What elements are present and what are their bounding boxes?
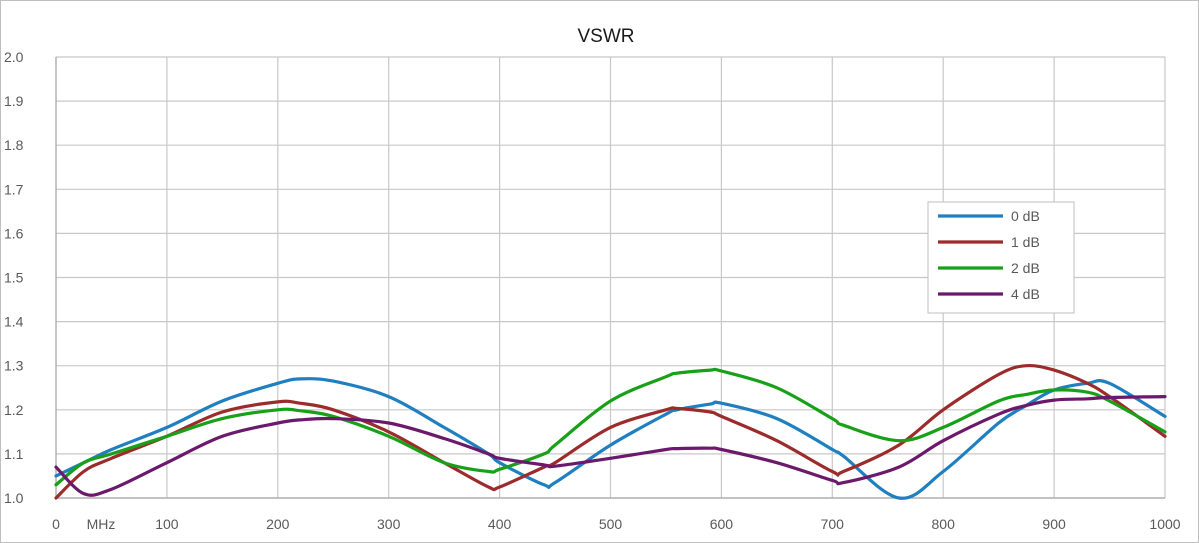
x-tick-label: 600 bbox=[710, 516, 734, 532]
legend-label-0-db: 0 dB bbox=[1011, 208, 1040, 224]
x-tick-label: 100 bbox=[155, 516, 179, 532]
legend-label-4-db: 4 dB bbox=[1011, 286, 1040, 302]
y-tick-label: 1.2 bbox=[4, 402, 24, 418]
series-line-4-db bbox=[54, 395, 1167, 497]
x-tick-label: 500 bbox=[599, 516, 623, 532]
y-tick-label: 1.6 bbox=[4, 225, 24, 241]
x-tick-label: 200 bbox=[266, 516, 290, 532]
y-tick-label: 1.5 bbox=[4, 270, 24, 286]
series-line-0-db bbox=[54, 377, 1167, 500]
x-tick-label: 700 bbox=[821, 516, 845, 532]
legend-label-2-db: 2 dB bbox=[1011, 260, 1040, 276]
y-tick-label: 1.8 bbox=[4, 137, 24, 153]
y-axis-ticks: 1.0 1.1 1.2 1.3 1.4 1.5 1.6 1.7 1.8 1.9 2.0 bbox=[4, 49, 24, 506]
y-tick-label: 1.1 bbox=[4, 446, 24, 462]
chart-title: VSWR bbox=[578, 26, 635, 47]
x-tick-label: 0 bbox=[52, 516, 60, 532]
legend: 0 dB 1 dB 2 dB 4 dB bbox=[927, 201, 1075, 314]
y-tick-label: 1.9 bbox=[4, 93, 24, 109]
x-tick-label: 400 bbox=[488, 516, 512, 532]
y-tick-label: 2.0 bbox=[4, 49, 24, 65]
x-tick-label: 800 bbox=[932, 516, 956, 532]
y-tick-label: 1.4 bbox=[4, 314, 24, 330]
series-line-1-db bbox=[54, 363, 1167, 500]
legend-box bbox=[927, 201, 1075, 314]
y-tick-label: 1.7 bbox=[4, 181, 24, 197]
x-tick-label: 300 bbox=[377, 516, 401, 532]
series-lines bbox=[54, 363, 1167, 500]
legend-label-1-db: 1 dB bbox=[1011, 234, 1040, 250]
series-line-2-db bbox=[54, 367, 1167, 487]
y-tick-label: 1.0 bbox=[4, 490, 24, 506]
y-tick-label: 1.3 bbox=[4, 358, 24, 374]
x-tick-label: 1000 bbox=[1149, 516, 1180, 532]
x-unit-label: MHz bbox=[87, 516, 116, 532]
x-axis-ticks: 0 100 200 300 400 500 600 700 800 900 1000 bbox=[52, 516, 1181, 532]
x-tick-label: 900 bbox=[1042, 516, 1066, 532]
